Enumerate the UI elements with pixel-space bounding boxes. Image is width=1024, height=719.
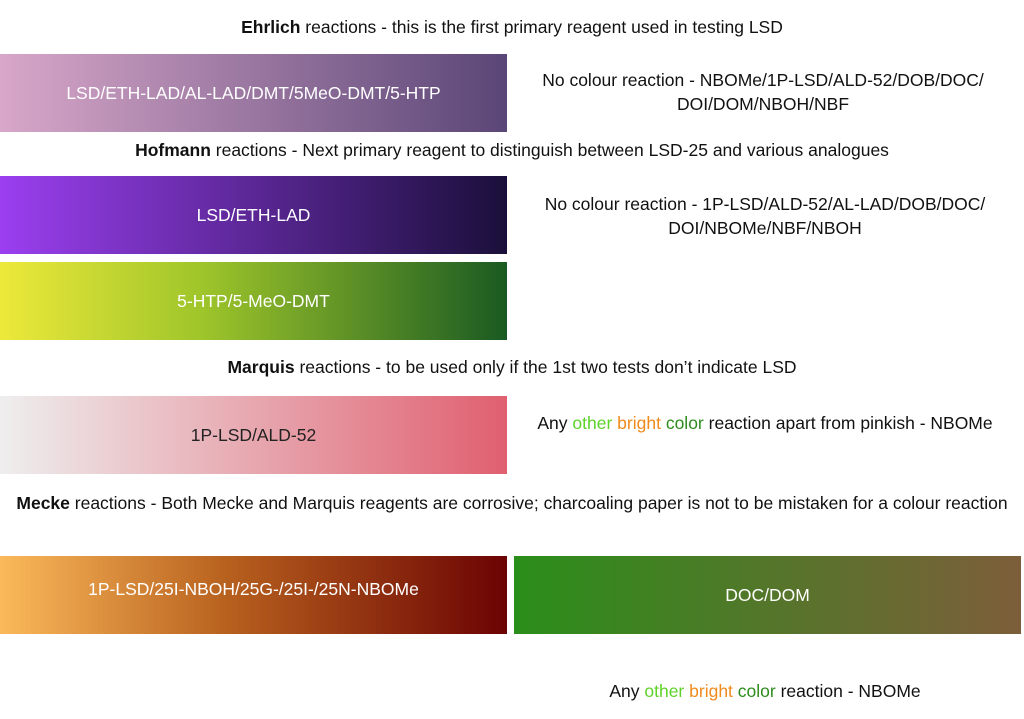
marquis-note-pre: Any	[537, 413, 573, 433]
mecke-bar1-label: 1P-LSD/25I-NBOH/25G-/25I-/25N-NBOMe	[88, 578, 419, 599]
ehrlich-reaction-bar: LSD/ETH-LAD/AL-LAD/DMT/5MeO-DMT/5-HTP	[0, 54, 507, 132]
mecke-other-reaction-note: Any other bright color reaction - NBOMe	[560, 679, 970, 703]
hofmann-note-text: No colour reaction - 1P-LSD/ALD-52/AL-LA…	[544, 194, 986, 238]
marquis-heading: Marquis reactions - to be used only if t…	[0, 356, 1024, 379]
marquis-reagent-name: Marquis	[227, 357, 295, 377]
hofmann-heading: Hofmann reactions - Next primary reagent…	[0, 139, 1024, 162]
marquis-note-other: other	[572, 413, 613, 433]
mecke-note-bright: bright	[689, 681, 733, 701]
hofmann-bar2-label: 5-HTP/5-MeO-DMT	[177, 290, 330, 311]
hofmann-bar1-label: LSD/ETH-LAD	[196, 204, 311, 225]
hofmann-reagent-name: Hofmann	[135, 140, 211, 160]
marquis-note-color: color	[665, 413, 704, 433]
ehrlich-reagent-name: Ehrlich	[241, 17, 301, 37]
marquis-reaction-bar: 1P-LSD/ALD-52	[0, 396, 507, 474]
mecke-heading: Mecke reactions - Both Mecke and Marquis…	[12, 492, 1012, 515]
ehrlich-no-reaction-note: No colour reaction - NBOMe/1P-LSD/ALD-52…	[510, 68, 1016, 116]
mecke-note-post: reaction - NBOMe	[775, 681, 921, 701]
mecke-note-other: other	[644, 681, 685, 701]
ehrlich-note-text: No colour reaction - NBOMe/1P-LSD/ALD-52…	[542, 70, 984, 114]
mecke-note-color: color	[737, 681, 776, 701]
marquis-other-reaction-note: Any other bright color reaction apart fr…	[530, 411, 1000, 435]
mecke-note-pre: Any	[609, 681, 645, 701]
mecke-bar2-label: DOC/DOM	[725, 584, 810, 605]
marquis-note-post: reaction apart from pinkish - NBOMe	[703, 413, 993, 433]
marquis-note-bright: bright	[617, 413, 661, 433]
mecke-reagent-name: Mecke	[16, 493, 70, 513]
marquis-bar-label: 1P-LSD/ALD-52	[190, 424, 317, 445]
marquis-heading-text: reactions - to be used only if the 1st t…	[294, 357, 797, 377]
ehrlich-bar-label: LSD/ETH-LAD/AL-LAD/DMT/5MeO-DMT/5-HTP	[66, 82, 441, 103]
hofmann-no-reaction-note: No colour reaction - 1P-LSD/ALD-52/AL-LA…	[514, 192, 1016, 240]
mecke-reaction-bar-brown: 1P-LSD/25I-NBOH/25G-/25I-/25N-NBOMe	[0, 556, 507, 634]
ehrlich-heading-text: reactions - this is the first primary re…	[300, 17, 783, 37]
hofmann-heading-text: reactions - Next primary reagent to dist…	[210, 140, 889, 160]
mecke-heading-text: reactions - Both Mecke and Marquis reage…	[69, 493, 1008, 513]
hofmann-reaction-bar-green: 5-HTP/5-MeO-DMT	[0, 262, 507, 340]
ehrlich-heading: Ehrlich reactions - this is the first pr…	[0, 16, 1024, 39]
mecke-reaction-bar-olive: DOC/DOM	[514, 556, 1021, 634]
hofmann-reaction-bar-purple: LSD/ETH-LAD	[0, 176, 507, 254]
